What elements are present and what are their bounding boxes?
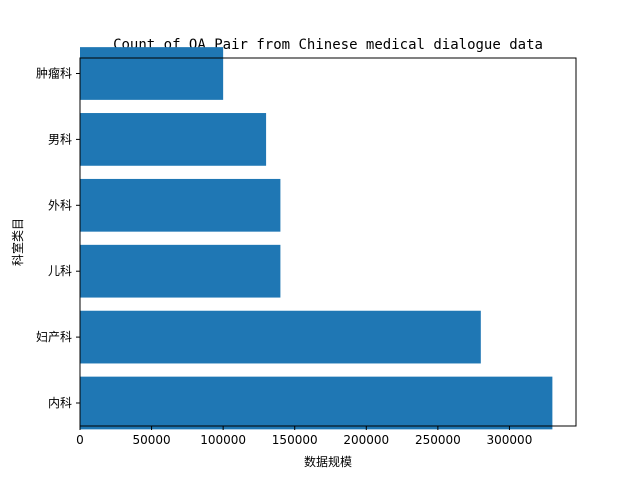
bar-4 (80, 113, 267, 166)
y-tick-label: 肿瘤科 (36, 66, 72, 81)
x-tick-label: 200000 (343, 433, 389, 447)
x-tick-label: 100000 (200, 433, 246, 447)
plot-frame (79, 57, 577, 427)
x-axis-label: 数据规模 (304, 454, 352, 469)
bars-group (80, 47, 553, 430)
y-tick-label: 男科 (48, 132, 72, 146)
y-axis-ticks: 内科 妇产科 儿科 外科 男科 肿瘤科 (36, 66, 80, 410)
bar-1 (80, 310, 481, 364)
x-tick-label: 250000 (415, 433, 461, 447)
bar-2 (80, 244, 281, 298)
bar-0 (80, 376, 553, 430)
x-tick-label: 150000 (272, 433, 318, 447)
x-tick-label: 50000 (132, 433, 170, 447)
y-tick-label: 内科 (48, 396, 72, 410)
y-tick-label: 儿科 (48, 264, 72, 278)
y-axis-label: 科室类目 (10, 218, 25, 266)
bar-5 (80, 47, 224, 100)
x-tick-label: 0 (76, 433, 84, 447)
y-tick-label: 外科 (48, 198, 72, 212)
bar-3 (80, 178, 281, 232)
x-tick-label: 300000 (487, 433, 533, 447)
y-tick-label: 妇产科 (36, 330, 72, 344)
x-axis-ticks: 0 50000 100000 150000 200000 250000 300000 (76, 426, 532, 447)
